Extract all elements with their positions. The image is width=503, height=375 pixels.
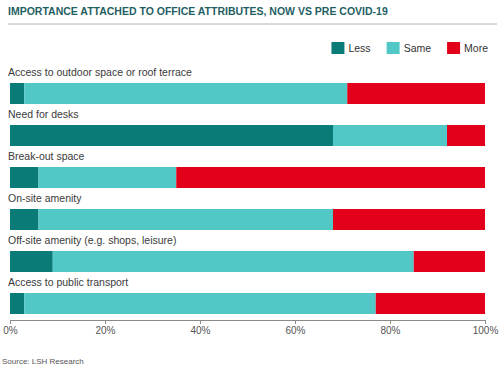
tick-mark: [105, 320, 106, 324]
legend: Less Same More: [331, 42, 488, 54]
tick: 80%: [380, 320, 400, 336]
category-labels: Access to outdoor space or roof terrace N…: [8, 66, 192, 288]
bar-segment: [10, 83, 24, 104]
category-label: Off-site amenity (e.g. shops, leisure): [8, 234, 176, 246]
tick-label: 0%: [3, 325, 18, 336]
bar-segment: [333, 125, 447, 146]
tick-mark: [200, 320, 201, 324]
legend-label: More: [464, 42, 488, 54]
category-label: Break-out space: [8, 150, 85, 162]
bar-segment: [53, 251, 414, 272]
bar-segment: [447, 125, 485, 146]
tick: 0%: [3, 320, 18, 336]
bar-segment: [39, 209, 334, 230]
bar-segment: [10, 125, 333, 146]
bar-segment: [10, 209, 39, 230]
bar-segment: [10, 251, 53, 272]
bar-segment: [39, 167, 177, 188]
tick-mark: [390, 320, 391, 324]
legend-label: Same: [404, 42, 432, 54]
tick-mark: [485, 320, 486, 324]
bar-segment: [10, 293, 24, 314]
category-label: Need for desks: [8, 108, 79, 120]
legend-label: Less: [348, 42, 370, 54]
bar-segment: [347, 83, 485, 104]
legend-swatch: [387, 42, 400, 54]
tick: 60%: [285, 320, 305, 336]
legend-item: Less: [331, 42, 370, 54]
bar-segment: [24, 293, 376, 314]
bar-segment: [376, 293, 485, 314]
tick-mark: [295, 320, 296, 324]
bar-segment: [10, 167, 39, 188]
x-axis: 0% 20% 40% 60% 80% 100%: [3, 320, 498, 336]
category-label: Access to outdoor space or roof terrace: [8, 66, 192, 78]
tick-label: 100%: [473, 325, 499, 336]
bar-segment: [333, 209, 485, 230]
tick-mark: [10, 320, 11, 324]
legend-item: Same: [387, 42, 432, 54]
source-note: Source: LSH Research: [2, 357, 84, 366]
axis-line: [11, 320, 486, 321]
tick-label: 20%: [95, 325, 115, 336]
bar-segment: [176, 167, 485, 188]
chart: IMPORTANCE ATTACHED TO OFFICE ATTRIBUTES…: [0, 0, 503, 375]
legend-swatch: [331, 42, 344, 54]
tick-label: 80%: [380, 325, 400, 336]
category-label: Access to public transport: [8, 276, 128, 288]
title-rule: [8, 24, 497, 25]
tick: 40%: [190, 320, 210, 336]
tick-label: 60%: [285, 325, 305, 336]
legend-item: More: [447, 42, 488, 54]
tick: 20%: [95, 320, 115, 336]
bar-segment: [24, 83, 347, 104]
tick-label: 40%: [190, 325, 210, 336]
tick: 100%: [473, 320, 499, 336]
bar-segment: [414, 251, 485, 272]
category-label: On-site amenity: [8, 192, 82, 204]
title: IMPORTANCE ATTACHED TO OFFICE ATTRIBUTES…: [8, 5, 388, 17]
legend-swatch: [447, 42, 460, 54]
